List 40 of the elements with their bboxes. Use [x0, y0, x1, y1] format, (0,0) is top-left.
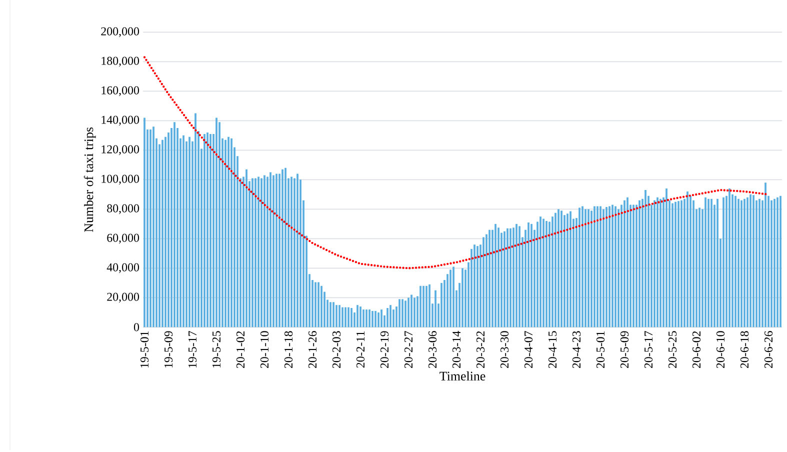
x-tick-label: 20-5-17	[644, 330, 653, 368]
y-tick-label: 100,000	[102, 174, 140, 184]
x-tick-label: 20-4-07	[524, 330, 533, 368]
y-tick-label: 20,000	[107, 292, 140, 302]
y-tick-label: 180,000	[102, 56, 140, 66]
x-tick-label: 20-1-02	[236, 331, 245, 368]
x-tick-label: 20-5-01	[596, 331, 605, 368]
x-tick-label: 20-6-10	[716, 331, 725, 368]
y-tick-label: 200,000	[101, 27, 140, 37]
x-tick-label: 19-5-17	[188, 330, 197, 368]
x-tick-label: 20-3-22	[476, 331, 485, 368]
y-tick-label: 0	[134, 323, 140, 332]
y-tick-label: 120,000	[102, 145, 140, 155]
y-tick-label: 60,000	[107, 234, 140, 244]
x-tick-label: 20-4-15	[548, 331, 557, 368]
x-tick-label: 20-6-26	[764, 330, 773, 368]
y-tick-label: 140,000	[102, 116, 140, 126]
x-tick-label: 20-3-30	[500, 331, 509, 368]
y-tick-label: 80,000	[107, 204, 140, 214]
x-tick-label: 20-2-27	[404, 330, 413, 368]
x-tick-label: 20-1-10	[260, 331, 269, 368]
x-tick-label: 20-6-18	[740, 331, 749, 368]
x-tick-label: 20-1-18	[284, 331, 293, 368]
x-tick-label: 20-3-14	[452, 330, 461, 368]
x-tick-label: 20-2-19	[380, 331, 389, 368]
x-axis-title: Timeline	[440, 371, 486, 380]
y-axis-title: Number of taxi trips	[84, 127, 96, 232]
x-tick-label: 20-1-26	[308, 330, 317, 368]
x-tick-label: 20-2-11	[356, 331, 365, 368]
x-tick-label: 20-4-23	[572, 331, 581, 368]
x-tick-label: 20-2-03	[332, 331, 341, 368]
x-tick-label: 19-5-01	[140, 331, 149, 368]
y-tick-label: 40,000	[106, 263, 140, 273]
x-tick-label: 20-3-06	[428, 330, 437, 368]
x-tick-label: 20-5-09	[620, 331, 629, 368]
x-tick-label: 19-5-25	[212, 331, 221, 368]
x-tick-label: 19-5-09	[164, 331, 173, 368]
x-tick-label: 20-6-02	[692, 331, 701, 368]
y-tick-label: 160,000	[102, 86, 140, 96]
x-tick-label: 20-5-25	[668, 331, 677, 368]
